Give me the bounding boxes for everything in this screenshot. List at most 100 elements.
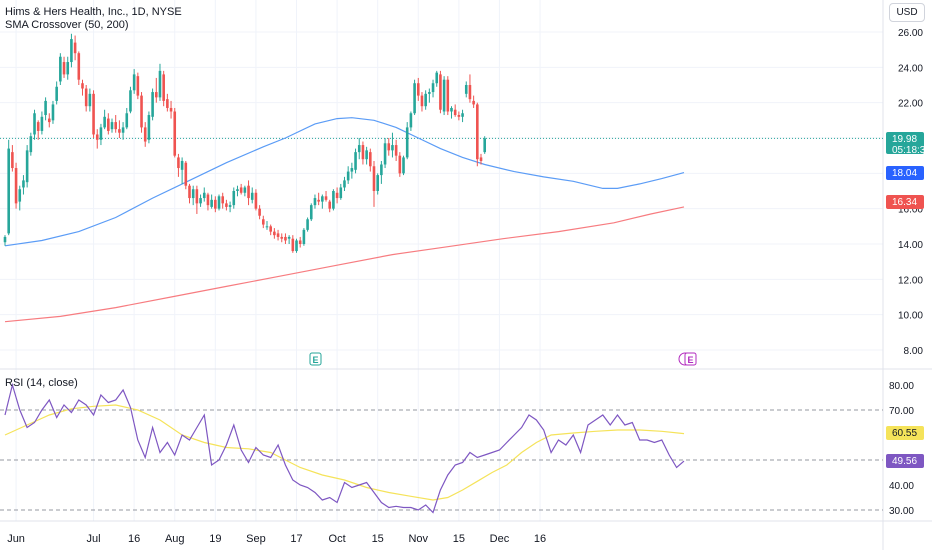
- candle-body: [81, 83, 84, 89]
- candle-body: [221, 196, 225, 204]
- candle-body: [324, 196, 328, 200]
- candle-body: [405, 127, 409, 158]
- candle-body: [280, 236, 284, 239]
- sma200-tag-text: 16.34: [892, 197, 917, 208]
- candle-body: [121, 127, 125, 133]
- price-axis[interactable]: 8.0010.0012.0014.0016.0018.0020.0022.002…: [898, 28, 923, 357]
- candle-body: [247, 185, 250, 199]
- candle-body: [254, 192, 258, 209]
- symbol-title[interactable]: Hims & Hers Health, Inc., 1D, NYSE: [5, 6, 182, 18]
- candle-body: [18, 189, 22, 202]
- price-tick-label: 24.00: [898, 63, 923, 74]
- candle-body: [398, 155, 402, 174]
- candle-body: [439, 74, 442, 110]
- candle-body: [158, 70, 162, 98]
- candle-body: [33, 113, 36, 135]
- rsi-tick-label: 70.00: [889, 406, 914, 417]
- candle-body: [132, 74, 136, 91]
- time-tick-label: 15: [453, 533, 465, 545]
- rsi-value-tag: 49.56: [886, 454, 924, 468]
- candle-body: [7, 148, 10, 234]
- candle-body: [313, 198, 317, 206]
- rsi-tick-label: 30.00: [889, 506, 914, 517]
- currency-button[interactable]: USD: [889, 3, 925, 22]
- candle-body: [420, 95, 424, 107]
- rsi-tick-label: 40.00: [889, 481, 914, 492]
- indicator-lines: [0, 117, 883, 514]
- rsi-value-tag-bg: [886, 454, 924, 468]
- candle-body: [180, 160, 184, 170]
- candle-body: [369, 152, 372, 167]
- candle-body: [73, 42, 77, 54]
- candle-body: [232, 191, 236, 206]
- candle-body: [431, 83, 435, 93]
- candle-body: [140, 95, 143, 128]
- time-axis[interactable]: Jun Jul 16 Aug 19 Sep 17 Oct 15 Nov 15 Dec 16: [7, 533, 546, 545]
- candle-body: [88, 93, 92, 107]
- candle-body: [147, 115, 151, 140]
- candle-body: [177, 157, 180, 169]
- gridlines: [0, 0, 883, 521]
- time-tick-label: 15: [372, 533, 384, 545]
- candle-body: [84, 88, 88, 107]
- sma-indicator-label[interactable]: SMA Crossover (50, 200): [5, 19, 129, 31]
- rsi-indicator-label[interactable]: RSI (14, close): [5, 377, 78, 389]
- time-tick-label: 16: [128, 533, 140, 545]
- candle-body: [424, 93, 427, 107]
- rsi-ma-tag-text: 60.55: [892, 428, 917, 439]
- candle-body: [3, 236, 7, 243]
- candle-body: [394, 145, 398, 156]
- candle-body: [262, 219, 265, 225]
- rsi-value-tag-text: 49.56: [892, 456, 917, 467]
- candle-body: [391, 145, 394, 151]
- candle-body: [298, 240, 302, 244]
- earnings-marker[interactable]: E: [678, 352, 697, 366]
- rsi-tick-label: 80.00: [889, 381, 914, 392]
- candle-body: [77, 53, 81, 80]
- candle-body: [92, 93, 95, 135]
- candle-body: [273, 231, 276, 236]
- candle-body: [107, 118, 110, 131]
- candle-body: [332, 191, 335, 209]
- candle-body: [284, 236, 287, 241]
- candle-body: [25, 150, 29, 183]
- candle-body: [210, 199, 213, 207]
- current-price-tag-text: 19.98: [892, 134, 917, 145]
- candle-body: [11, 152, 14, 169]
- candle-body: [136, 76, 140, 96]
- candle-body: [302, 229, 306, 244]
- price-tick-label: 26.00: [898, 28, 923, 39]
- candle-body: [202, 192, 206, 199]
- candles: [3, 33, 486, 253]
- candle-body: [269, 226, 272, 232]
- candle-body: [143, 127, 147, 142]
- price-tick-label: 16.00: [898, 205, 923, 216]
- candle-body: [472, 100, 475, 105]
- candle-body: [114, 122, 117, 130]
- candle-body: [55, 86, 58, 101]
- rsi-ma-line: [4, 404, 685, 501]
- candle-body: [258, 208, 261, 216]
- sma200-tag: 16.34: [886, 195, 924, 209]
- candle-body: [442, 79, 446, 112]
- candle-body: [217, 196, 221, 209]
- candle-body: [435, 72, 439, 84]
- price-tick-label: 14.00: [898, 240, 923, 251]
- earnings-marker[interactable]: E: [309, 352, 322, 366]
- current-price-tag-bg: [886, 132, 924, 154]
- candle-body: [343, 180, 346, 188]
- candle-body: [250, 192, 254, 200]
- candle-body: [287, 236, 291, 239]
- candle-body: [321, 196, 324, 202]
- price-tick-label: 22.00: [898, 99, 923, 110]
- candle-body: [346, 171, 350, 181]
- candle-body: [173, 111, 177, 156]
- rsi-ma-tag: 60.55: [886, 426, 924, 440]
- candle-body: [309, 205, 313, 220]
- candle-body: [291, 238, 295, 252]
- candle-body: [328, 201, 332, 209]
- candle-body: [40, 116, 44, 131]
